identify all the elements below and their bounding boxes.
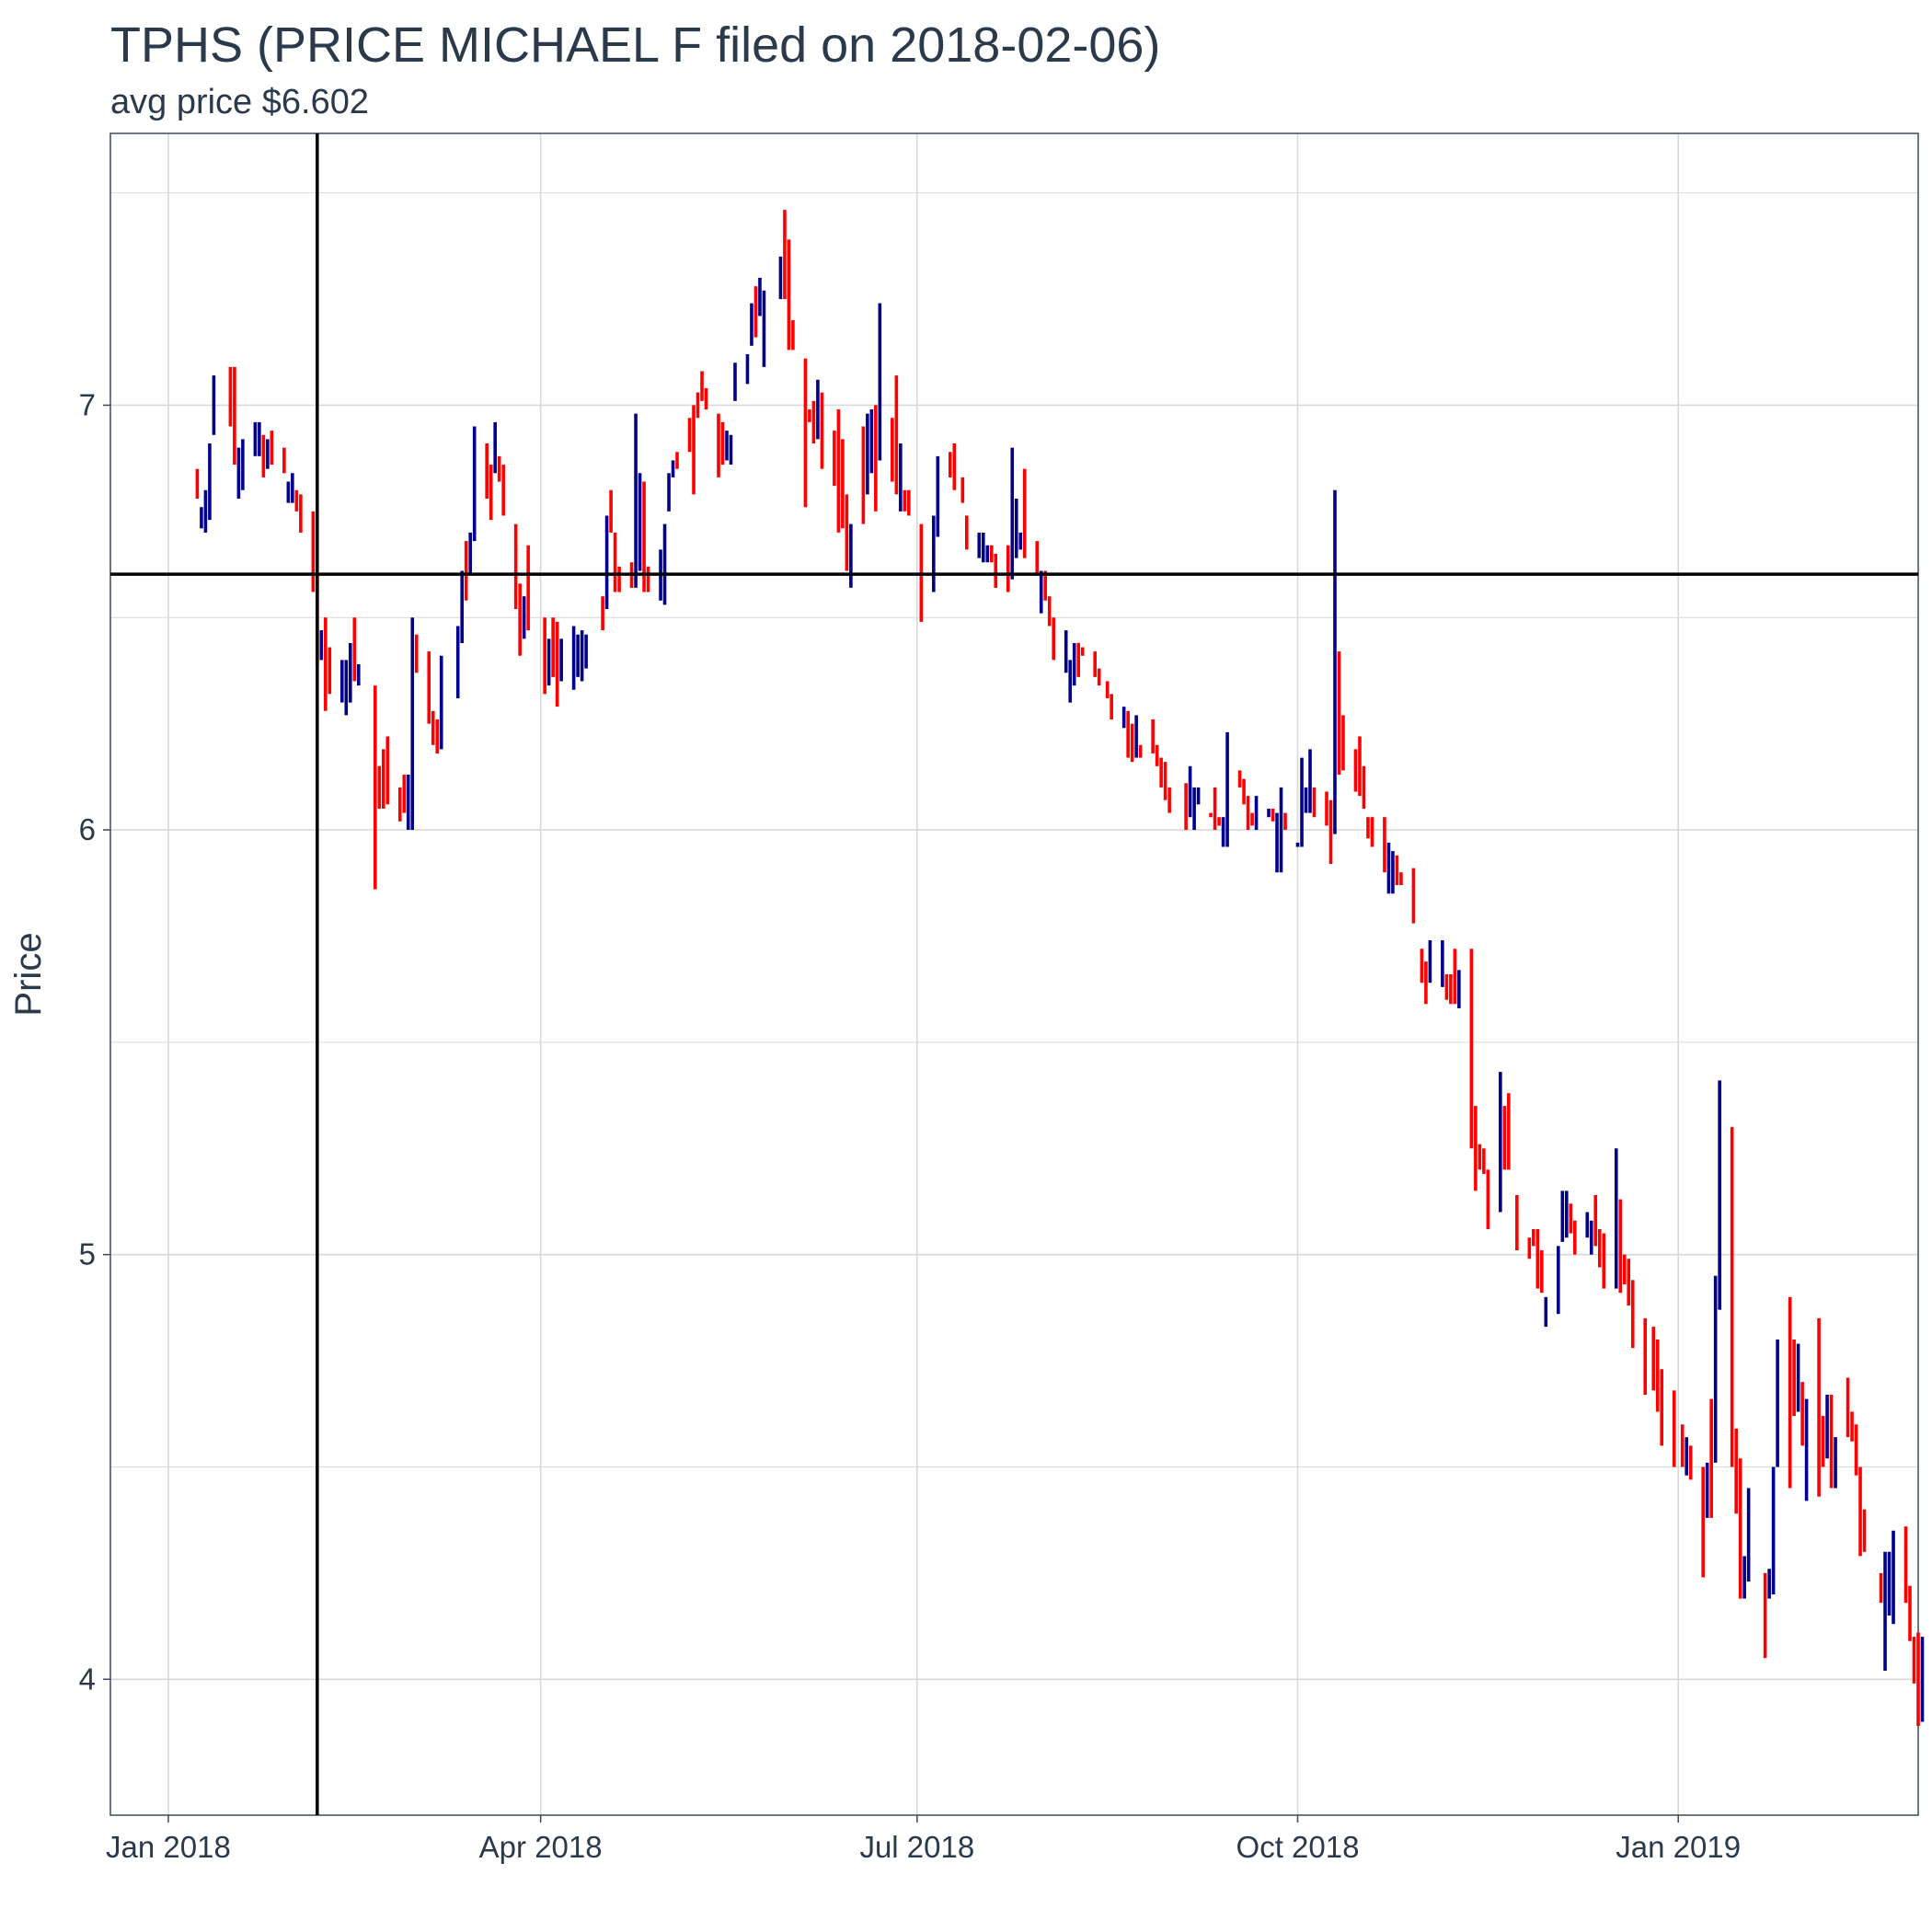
chart-title: TPHS (PRICE MICHAEL F filed on 2018-02-0…	[110, 17, 1161, 73]
y-tick-label: 5	[79, 1237, 96, 1271]
y-tick-label: 7	[79, 387, 96, 421]
x-tick-label: Oct 2018	[1236, 1830, 1360, 1864]
y-tick-label: 6	[79, 812, 96, 846]
x-tick-label: Jul 2018	[859, 1830, 974, 1864]
x-tick-label: Apr 2018	[479, 1830, 603, 1864]
chart-subtitle: avg price $6.602	[110, 83, 369, 121]
price-bars	[195, 210, 1925, 1727]
x-axis: Jan 2018 Apr 2018 Jul 2018 Oct 2018 Jan 2019	[106, 1815, 1741, 1864]
x-tick-label: Jan 2018	[106, 1830, 231, 1864]
grid-lines	[110, 133, 1918, 1815]
y-axis: 4 5 6 7	[79, 387, 110, 1696]
plot-panel-border	[109, 132, 1919, 1816]
y-axis-label: Price	[8, 932, 49, 1016]
y-tick-label: 4	[79, 1662, 96, 1696]
reference-lines	[110, 133, 1918, 1815]
x-tick-label: Jan 2019	[1616, 1830, 1741, 1864]
